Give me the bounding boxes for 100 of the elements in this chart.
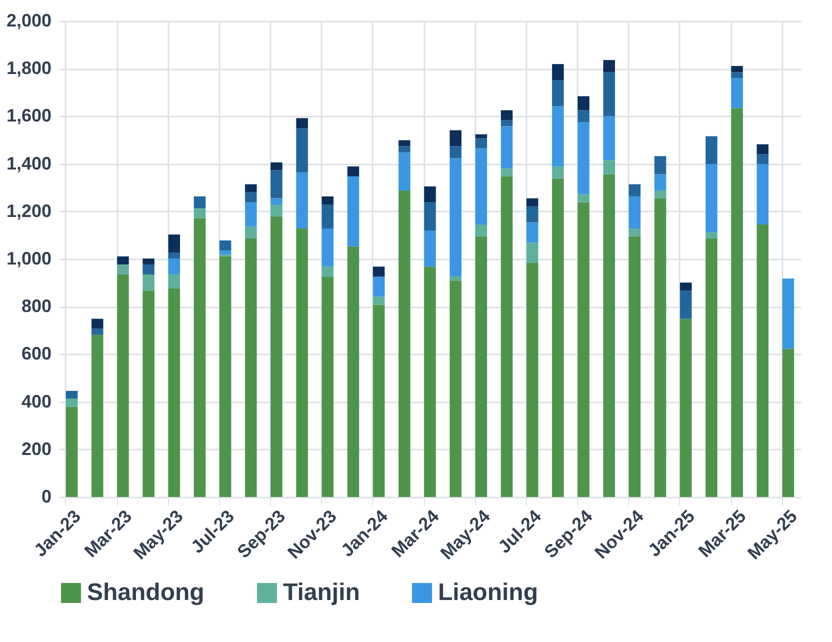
legend-label: Shandong xyxy=(87,579,204,606)
y-tick-label: 400 xyxy=(21,391,52,412)
bar xyxy=(117,264,129,274)
bar xyxy=(680,282,692,291)
bar xyxy=(424,186,436,202)
bar xyxy=(142,290,154,497)
bar xyxy=(66,406,78,497)
bar xyxy=(219,250,232,254)
bar xyxy=(756,164,769,224)
bar xyxy=(296,118,308,128)
bar xyxy=(731,78,743,108)
bar xyxy=(142,264,154,274)
bar xyxy=(526,262,538,497)
legend-label: Liaoning xyxy=(438,579,538,606)
y-tick-label: 200 xyxy=(21,438,52,459)
bar xyxy=(296,128,308,172)
bar xyxy=(578,122,590,194)
bar xyxy=(731,66,743,72)
bar xyxy=(475,134,488,138)
bar xyxy=(450,158,462,277)
bar xyxy=(117,256,129,264)
bar xyxy=(680,290,692,319)
bar xyxy=(603,116,615,160)
bar xyxy=(270,170,282,198)
bar xyxy=(450,276,462,281)
y-tick-label: 1,200 xyxy=(6,200,52,221)
bar xyxy=(654,198,666,497)
legend-label: Tianjin xyxy=(283,579,360,606)
bar xyxy=(756,224,769,497)
bar xyxy=(270,216,282,497)
bar xyxy=(398,152,410,190)
bar xyxy=(168,274,180,289)
bar xyxy=(372,296,385,305)
bar xyxy=(450,280,462,497)
bar xyxy=(347,176,360,246)
bar xyxy=(731,72,743,78)
bar xyxy=(654,190,666,198)
bar xyxy=(500,176,513,497)
bar xyxy=(245,226,257,239)
bar xyxy=(526,206,538,222)
bar xyxy=(219,240,232,250)
bar xyxy=(706,232,718,239)
y-tick-label: 1,800 xyxy=(6,58,52,78)
bar xyxy=(782,348,794,497)
y-tick-label: 1,000 xyxy=(6,248,52,268)
bar xyxy=(270,204,282,216)
bar xyxy=(245,192,257,202)
bar xyxy=(66,390,78,399)
bar xyxy=(245,238,257,497)
bar xyxy=(628,228,641,236)
bar xyxy=(142,258,154,264)
bar xyxy=(322,196,334,204)
bar xyxy=(552,64,564,80)
bar xyxy=(424,266,436,497)
bar xyxy=(706,136,718,164)
bar xyxy=(117,274,129,497)
bar xyxy=(578,96,590,110)
y-tick-label: 0 xyxy=(41,486,52,506)
bar xyxy=(424,202,436,230)
bar xyxy=(322,266,334,277)
bar xyxy=(372,304,385,497)
bar xyxy=(66,398,78,407)
bar xyxy=(552,178,564,497)
bar xyxy=(782,278,794,349)
bar xyxy=(398,146,410,152)
bar xyxy=(245,202,257,226)
bar xyxy=(91,328,104,335)
bar xyxy=(552,80,564,106)
bar xyxy=(526,222,538,243)
bar xyxy=(347,246,360,497)
bar xyxy=(91,318,104,329)
bar xyxy=(628,236,641,497)
y-tick-label: 1,400 xyxy=(6,153,52,174)
bar xyxy=(194,208,206,218)
bar xyxy=(603,174,615,497)
bar xyxy=(578,110,590,122)
bar xyxy=(424,230,436,267)
bar xyxy=(500,110,513,120)
bar xyxy=(398,190,410,497)
bar xyxy=(270,162,282,170)
bar xyxy=(322,204,334,229)
bar xyxy=(731,108,743,497)
bar xyxy=(322,276,334,497)
bar xyxy=(475,236,488,497)
bar xyxy=(578,194,590,202)
bar xyxy=(654,156,666,174)
bar xyxy=(500,120,513,126)
bar xyxy=(756,144,769,154)
bar xyxy=(372,266,385,277)
bar xyxy=(270,198,282,204)
bar xyxy=(680,318,692,497)
bar xyxy=(628,184,641,196)
y-tick-label: 2,000 xyxy=(6,10,52,30)
bar xyxy=(322,228,334,267)
y-tick-label: 1,600 xyxy=(6,106,52,126)
bar xyxy=(398,140,410,146)
bar xyxy=(296,228,308,497)
bar xyxy=(475,224,488,236)
bar xyxy=(628,196,641,229)
bar xyxy=(706,164,718,232)
